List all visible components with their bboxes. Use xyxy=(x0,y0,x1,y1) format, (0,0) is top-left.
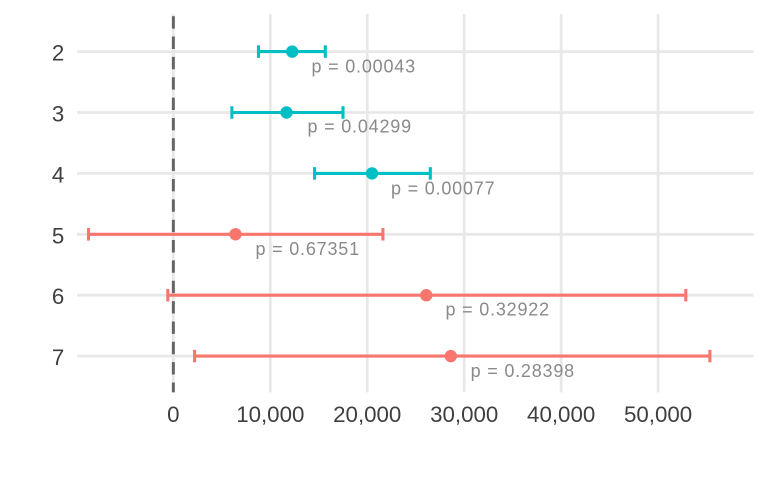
svg-text:p = 0.28398: p = 0.28398 xyxy=(471,361,575,381)
svg-text:30,000: 30,000 xyxy=(430,402,498,427)
svg-text:5: 5 xyxy=(52,223,64,248)
svg-text:p = 0.00077: p = 0.00077 xyxy=(391,178,495,198)
svg-text:6: 6 xyxy=(52,284,64,309)
svg-text:2: 2 xyxy=(52,41,64,66)
svg-text:10,000: 10,000 xyxy=(236,402,304,427)
svg-text:3: 3 xyxy=(52,102,64,127)
svg-text:20,000: 20,000 xyxy=(333,402,401,427)
svg-text:p = 0.00043: p = 0.00043 xyxy=(312,56,416,76)
svg-text:50,000: 50,000 xyxy=(624,402,692,427)
svg-text:0: 0 xyxy=(167,402,179,427)
svg-text:p = 0.67351: p = 0.67351 xyxy=(256,239,360,259)
svg-text:p = 0.32922: p = 0.32922 xyxy=(446,300,550,320)
svg-text:4: 4 xyxy=(52,162,64,187)
svg-text:40,000: 40,000 xyxy=(527,402,595,427)
svg-text:7: 7 xyxy=(52,345,64,370)
svg-text:p = 0.04299: p = 0.04299 xyxy=(308,117,412,137)
